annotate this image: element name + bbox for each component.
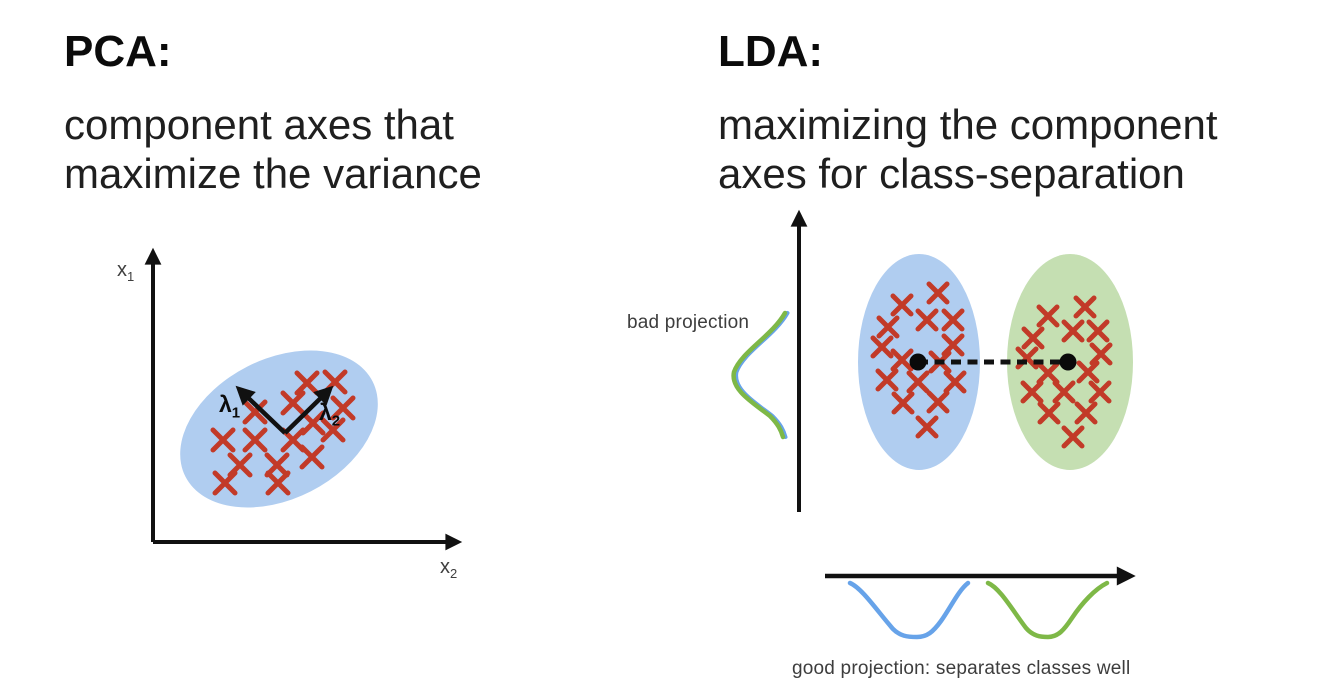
class-2-mean-dot — [1059, 353, 1077, 371]
bad-projection-curve-green — [731, 310, 788, 440]
class-2-data-point-cross — [1061, 425, 1085, 449]
class-2-data-point-cross — [1020, 380, 1044, 404]
class-1-data-point-cross — [941, 308, 965, 332]
pca-title: PCA: — [64, 27, 172, 76]
pca-subtitle-line1: component axes that — [64, 101, 454, 148]
pca-data-point-cross — [300, 410, 326, 436]
class-1-data-point-cross — [915, 308, 939, 332]
lambda1-label: λ1 — [219, 391, 241, 422]
class-2-data-point-cross — [1073, 295, 1097, 319]
class-1-data-point-cross — [890, 293, 914, 317]
lda-subtitle-line2: axes for class-separation — [718, 150, 1185, 197]
pca-y-axis-label: x1 — [117, 259, 135, 284]
class-2-data-point-cross — [1089, 342, 1113, 366]
class-1-data-point-cross — [876, 315, 900, 339]
lambda2-eigenvector-arrow — [283, 385, 334, 435]
good-projection-curve-green — [985, 580, 1110, 640]
pca-data-point-cross — [212, 470, 238, 496]
lda-title: LDA: — [718, 27, 824, 76]
class-2-data-point-cross — [1061, 319, 1085, 343]
pca-subtitle-line2: maximize the variance — [64, 150, 482, 197]
class-1-data-point-cross — [890, 348, 914, 372]
class-2-data-point-cross — [1088, 380, 1112, 404]
pca-data-point-cross — [280, 390, 306, 416]
class-1-data-point-cross — [941, 333, 965, 357]
class-1-data-point-cross — [915, 415, 939, 439]
bad-projection-label: bad projection — [627, 312, 750, 333]
good-projection-label: good projection: separates classes well — [792, 658, 1131, 679]
class-2-data-point-cross — [1021, 326, 1045, 350]
pca-data-point-cross — [265, 470, 291, 496]
class-2-data-point-cross — [1076, 360, 1100, 384]
pca-x-axis-label: x2 — [440, 556, 458, 581]
class-2-data-point-cross — [1074, 401, 1098, 425]
class-1-mean-dot — [909, 353, 927, 371]
good-projection-curve-blue — [847, 580, 971, 640]
class-2-data-point-cross — [1036, 304, 1060, 328]
class-1-data-point-cross — [906, 370, 930, 394]
class-1-data-point-cross — [943, 370, 967, 394]
pca-subtitle: component axes that maximize the varianc… — [64, 100, 482, 198]
class-2-data-point-cross — [1052, 380, 1076, 404]
lambda2-label: λ2 — [319, 399, 341, 430]
lda-subtitle-line1: maximizing the component — [718, 101, 1218, 148]
class-2-data-point-cross — [1086, 319, 1110, 343]
pca-data-point-cross — [299, 444, 325, 470]
pca-data-point-cross — [330, 395, 356, 421]
class-1-data-point-cross — [875, 368, 899, 392]
pca-data-point-cross — [242, 427, 268, 453]
pca-data-point-cross — [210, 427, 236, 453]
lambda1-eigenvector-arrow — [235, 385, 287, 435]
class-1-data-point-cross — [926, 281, 950, 305]
class-1-data-point-cross — [926, 390, 950, 414]
class-2-data-point-cross — [1036, 361, 1060, 385]
pca-data-point-cross — [320, 417, 346, 443]
lda-subtitle: maximizing the component axes for class-… — [718, 100, 1218, 198]
class-2-data-point-cross — [1037, 401, 1061, 425]
class-1-data-point-cross — [891, 391, 915, 415]
pca-data-point-cross — [264, 452, 290, 478]
class-1-data-point-cross — [870, 335, 894, 359]
